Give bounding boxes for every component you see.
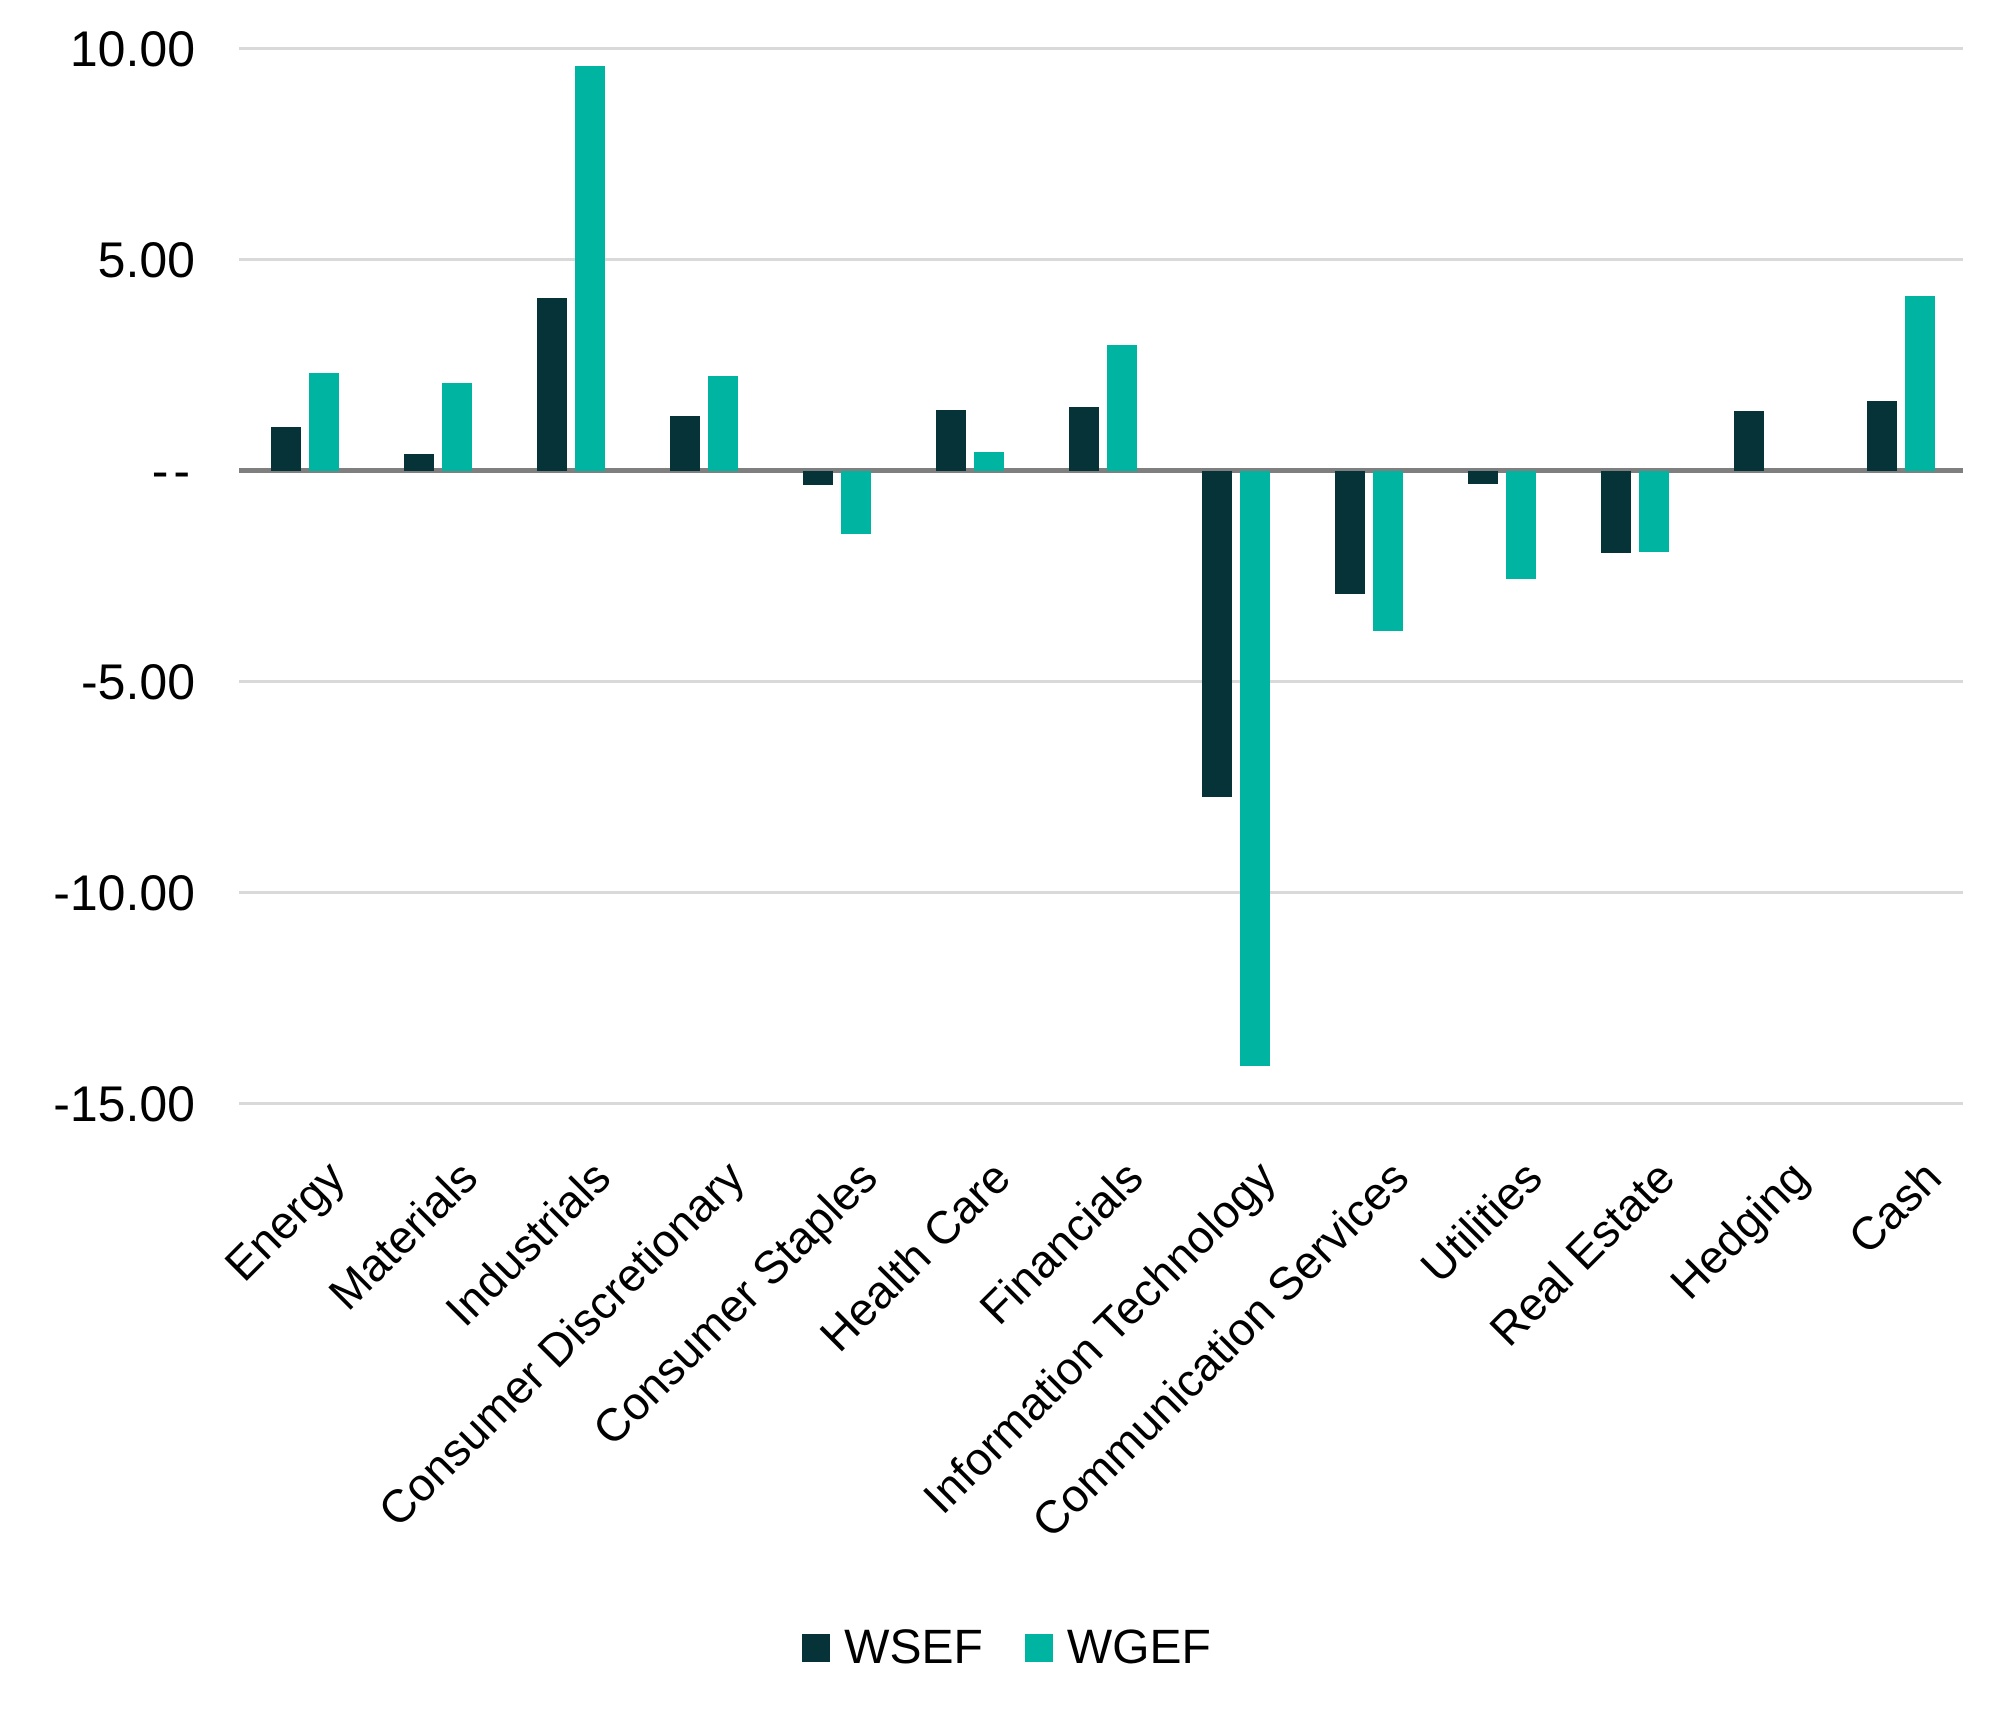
bar-wsef-consumer-discretionary bbox=[670, 415, 700, 471]
x-axis-line bbox=[239, 468, 1963, 474]
bar-wsef-utilities bbox=[1468, 470, 1498, 484]
bar-wsef-health-care bbox=[936, 409, 966, 471]
bar-wsef-materials bbox=[404, 453, 434, 471]
bar-wgef-cash bbox=[1905, 295, 1935, 471]
bar-wsef-energy bbox=[271, 427, 301, 471]
gridline-5 bbox=[239, 258, 1963, 262]
bar-wgef-consumer-staples bbox=[841, 470, 871, 535]
y-tick-label-10: 10.00 bbox=[69, 20, 195, 77]
wgef-swatch-icon bbox=[1024, 1633, 1053, 1662]
bar-wsef-industrials bbox=[537, 297, 567, 471]
bar-wgef-real-estate bbox=[1639, 470, 1669, 553]
bar-wgef-information-technology bbox=[1240, 470, 1270, 1066]
y-tick-label--5: -5.00 bbox=[81, 653, 195, 710]
y-tick-label-5: 5.00 bbox=[97, 231, 195, 288]
bar-wsef-communication-services bbox=[1335, 470, 1365, 594]
bar-wgef-utilities bbox=[1506, 470, 1536, 580]
bar-wsef-cash bbox=[1867, 401, 1897, 471]
x-tick-label-cash: Cash bbox=[1837, 1150, 1951, 1264]
bar-wgef-energy bbox=[309, 372, 339, 471]
legend: WSEF WGEF bbox=[0, 1620, 2013, 1675]
bar-wsef-consumer-staples bbox=[803, 470, 833, 486]
y-tick-label-0: -- bbox=[151, 442, 195, 499]
bar-wsef-financials bbox=[1069, 406, 1099, 471]
bar-wgef-financials bbox=[1107, 345, 1137, 471]
y-tick-label--10: -10.00 bbox=[53, 864, 195, 921]
gridline--15 bbox=[239, 1102, 1963, 1106]
x-tick-label-hedging: Hedging bbox=[1659, 1150, 1818, 1309]
legend-label-wsef: WSEF bbox=[844, 1621, 983, 1674]
legend-item-wsef: WSEF bbox=[802, 1620, 983, 1675]
gridline-10 bbox=[239, 47, 1963, 51]
bar-wsef-information-technology bbox=[1202, 470, 1232, 797]
legend-item-wgef: WGEF bbox=[1024, 1620, 1211, 1675]
bar-wgef-materials bbox=[442, 383, 472, 471]
bar-wgef-industrials bbox=[575, 65, 605, 471]
legend-label-wgef: WGEF bbox=[1066, 1621, 1211, 1674]
bar-wsef-hedging bbox=[1734, 410, 1764, 471]
gridline--10 bbox=[239, 891, 1963, 895]
gridline--5 bbox=[239, 680, 1963, 684]
bar-wsef-real-estate bbox=[1601, 470, 1631, 553]
y-tick-label--15: -15.00 bbox=[53, 1075, 195, 1132]
bar-wgef-health-care bbox=[974, 451, 1004, 471]
bar-wgef-consumer-discretionary bbox=[708, 375, 738, 471]
bar-wgef-communication-services bbox=[1373, 470, 1403, 632]
wsef-swatch-icon bbox=[802, 1633, 831, 1662]
